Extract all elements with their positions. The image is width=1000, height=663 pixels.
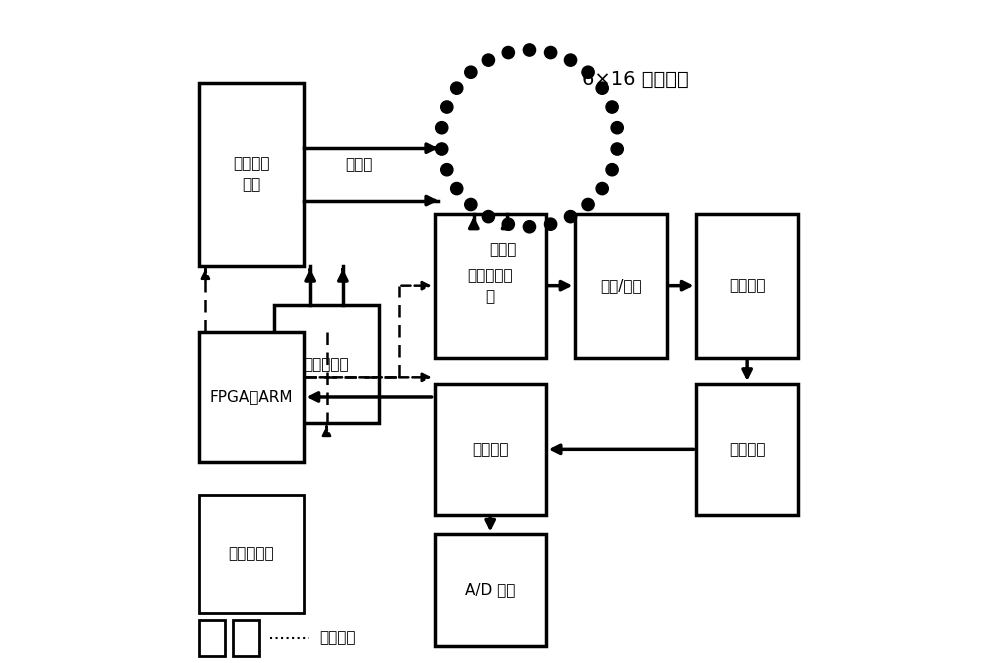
FancyBboxPatch shape [274,306,379,423]
Circle shape [502,218,514,230]
FancyBboxPatch shape [199,619,225,656]
Circle shape [564,210,577,223]
FancyBboxPatch shape [696,213,798,357]
Text: 恒流源: 恒流源 [346,157,373,172]
Circle shape [441,101,453,113]
Text: 激励恒流源: 激励恒流源 [304,357,349,372]
Circle shape [606,101,618,113]
Circle shape [482,54,495,66]
Circle shape [441,164,453,176]
Circle shape [611,143,623,155]
Circle shape [582,198,594,211]
Circle shape [436,143,448,155]
Circle shape [606,164,618,176]
Circle shape [451,82,463,94]
FancyBboxPatch shape [435,534,546,646]
Circle shape [611,121,623,134]
FancyBboxPatch shape [435,384,546,514]
Circle shape [523,44,536,56]
FancyBboxPatch shape [696,384,798,514]
Text: 低通滤波: 低通滤波 [729,442,765,457]
Text: 网络服务器: 网络服务器 [228,546,274,562]
Text: 激励通道
选择: 激励通道 选择 [233,156,269,192]
Circle shape [465,66,477,78]
Circle shape [465,198,477,211]
Circle shape [596,182,608,195]
FancyBboxPatch shape [435,213,546,357]
Circle shape [582,66,594,78]
FancyBboxPatch shape [199,83,304,266]
Circle shape [502,46,514,59]
FancyBboxPatch shape [199,332,304,462]
FancyBboxPatch shape [575,213,667,357]
Text: 应用节点: 应用节点 [319,630,356,645]
Circle shape [544,218,557,230]
Circle shape [482,210,495,223]
Text: 采集通道选
择: 采集通道选 择 [467,268,513,304]
Text: 电压值: 电压值 [490,242,517,257]
Circle shape [564,54,577,66]
Text: 放大/滤波: 放大/滤波 [600,278,642,293]
FancyBboxPatch shape [233,619,259,656]
Circle shape [436,121,448,134]
Text: 程控放大: 程控放大 [472,442,508,457]
Text: 交直转换: 交直转换 [729,278,765,293]
Text: 6×16 电极阵列: 6×16 电极阵列 [582,70,689,89]
Text: FPGA、ARM: FPGA、ARM [209,389,293,404]
FancyBboxPatch shape [199,495,304,613]
Text: A/D 采样: A/D 采样 [465,583,515,597]
Circle shape [544,46,557,59]
Circle shape [596,82,608,94]
Circle shape [523,221,536,233]
Circle shape [451,182,463,195]
